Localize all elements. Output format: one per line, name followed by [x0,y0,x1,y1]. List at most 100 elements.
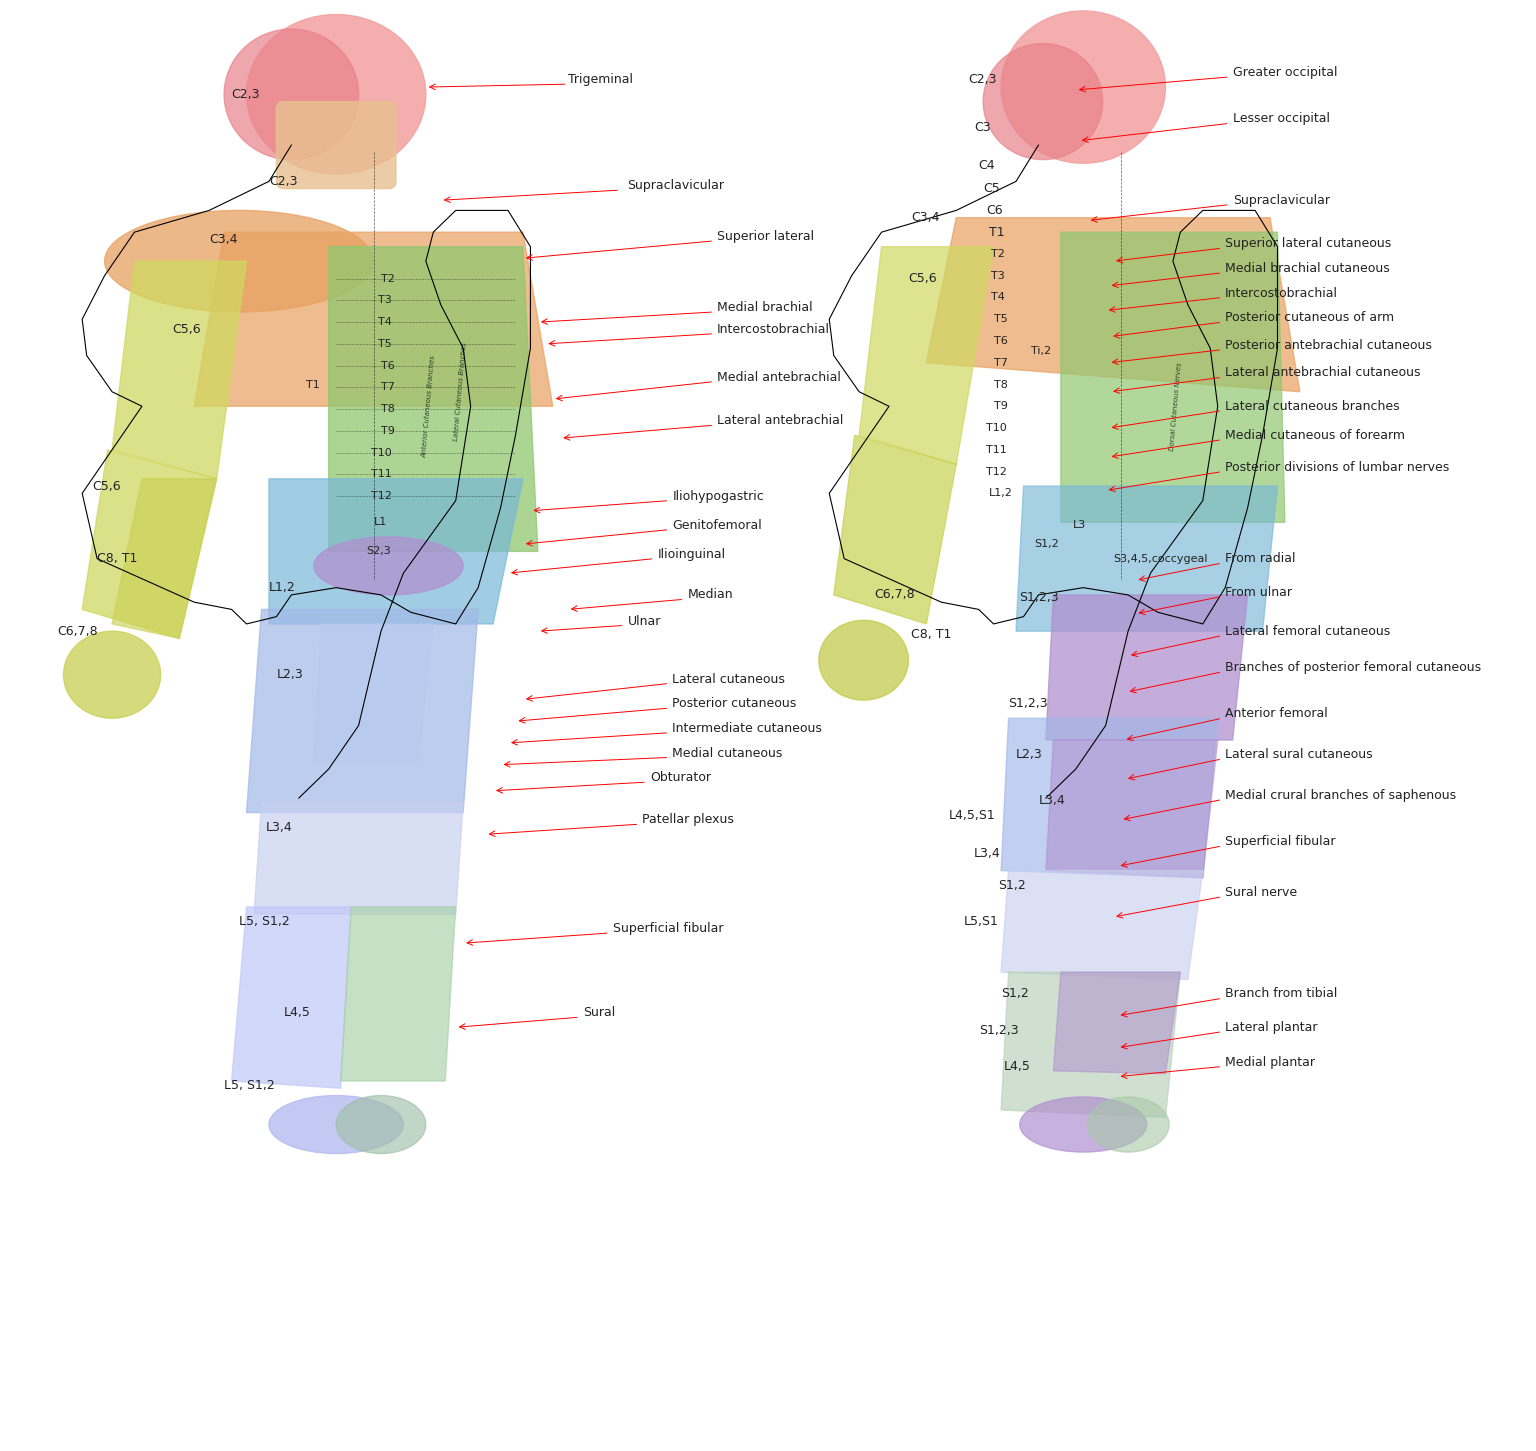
Text: Ulnar: Ulnar [628,615,660,627]
Ellipse shape [247,15,425,174]
Polygon shape [112,479,217,638]
Text: Intercostobrachial: Intercostobrachial [1226,287,1338,299]
Text: Genitofemoral: Genitofemoral [673,519,762,531]
Text: T7: T7 [994,358,1008,367]
Text: Medial brachial: Medial brachial [717,302,813,313]
Text: L4,5,S1: L4,5,S1 [949,810,995,821]
Polygon shape [1001,972,1180,1117]
Text: T6: T6 [994,337,1008,345]
Text: L5, S1,2: L5, S1,2 [224,1080,275,1091]
Text: L3,4: L3,4 [974,847,1001,859]
Text: T5: T5 [994,315,1008,324]
Text: C3,4: C3,4 [209,234,238,245]
Text: C5,6: C5,6 [172,324,201,335]
Text: Obturator: Obturator [650,772,711,784]
Ellipse shape [1001,12,1166,164]
Text: C5,6: C5,6 [908,273,937,284]
Text: L4,5: L4,5 [284,1007,310,1019]
Polygon shape [859,247,994,464]
Text: Supraclavicular: Supraclavicular [1233,194,1330,206]
Ellipse shape [336,1096,425,1154]
Text: L5, S1,2: L5, S1,2 [240,916,290,927]
Text: C5,6: C5,6 [92,480,121,492]
Text: Lateral femoral cutaneous: Lateral femoral cutaneous [1226,625,1390,637]
Text: T2: T2 [991,250,1005,258]
Polygon shape [1015,486,1278,631]
Text: Superior lateral: Superior lateral [717,231,814,242]
Text: L1,2: L1,2 [269,582,296,593]
Polygon shape [1046,595,1247,740]
Text: T5: T5 [378,340,392,348]
Text: S1,2: S1,2 [1034,540,1058,548]
Text: C4: C4 [978,160,995,171]
Text: Medial brachial cutaneous: Medial brachial cutaneous [1226,263,1390,274]
Text: Posterior divisions of lumbar nerves: Posterior divisions of lumbar nerves [1226,461,1450,473]
Text: C2,3: C2,3 [232,89,260,100]
Polygon shape [247,609,478,813]
Polygon shape [194,232,553,406]
Ellipse shape [1087,1097,1169,1152]
Text: Medial antebrachial: Medial antebrachial [717,371,842,383]
Text: T10: T10 [986,424,1008,432]
Text: T1: T1 [989,226,1005,238]
Text: S1,2,3: S1,2,3 [1018,592,1058,604]
Text: C6,7,8: C6,7,8 [874,589,915,601]
Text: Posterior antebrachial cutaneous: Posterior antebrachial cutaneous [1226,340,1432,351]
Text: S1,2: S1,2 [998,879,1026,891]
Ellipse shape [224,29,358,160]
Text: Iliohypogastric: Iliohypogastric [673,490,763,502]
Polygon shape [313,624,433,762]
Text: Anterior Cutaneous Branches: Anterior Cutaneous Branches [421,355,436,457]
Polygon shape [232,907,352,1088]
Text: T12: T12 [370,492,392,501]
Text: Trigeminal: Trigeminal [568,74,633,86]
Text: T4: T4 [991,293,1005,302]
Text: L3,4: L3,4 [266,821,293,833]
Polygon shape [1054,972,1180,1074]
Polygon shape [834,435,957,624]
Text: Sural: Sural [582,1007,614,1019]
Polygon shape [1061,232,1286,522]
Ellipse shape [313,537,464,595]
Text: T11: T11 [370,470,392,479]
Text: L2,3: L2,3 [1015,749,1043,760]
Polygon shape [329,247,538,551]
Text: S1,2,3: S1,2,3 [978,1024,1018,1036]
Text: T3: T3 [378,296,392,305]
Ellipse shape [63,631,161,718]
Text: C8, T1: C8, T1 [97,553,138,564]
Text: T8: T8 [381,405,395,414]
Text: From radial: From radial [1226,553,1296,564]
Text: Lateral sural cutaneous: Lateral sural cutaneous [1226,749,1373,760]
Polygon shape [926,218,1299,392]
Text: T7: T7 [381,383,395,392]
Text: Ti,2: Ti,2 [1031,347,1051,355]
Text: T3: T3 [991,271,1005,280]
Text: Lateral plantar: Lateral plantar [1226,1022,1318,1033]
Text: T12: T12 [986,467,1008,476]
Text: Median: Median [687,589,733,601]
Text: Greater occipital: Greater occipital [1233,67,1338,78]
Text: C6,7,8: C6,7,8 [57,625,97,637]
Text: Sural nerve: Sural nerve [1226,887,1298,898]
Text: T9: T9 [994,402,1008,411]
Text: C2,3: C2,3 [968,74,997,86]
Text: Lateral Cutaneous Branches: Lateral Cutaneous Branches [453,342,467,441]
Text: S1,2: S1,2 [1001,988,1029,1000]
Text: Intermediate cutaneous: Intermediate cutaneous [673,723,822,734]
Text: Lateral cutaneous: Lateral cutaneous [673,673,785,685]
Text: T4: T4 [378,318,392,326]
Polygon shape [112,261,247,479]
Text: Superficial fibular: Superficial fibular [1226,836,1336,847]
Text: Medial crural branches of saphenous: Medial crural branches of saphenous [1226,789,1456,801]
Text: Ilioinguinal: Ilioinguinal [657,548,725,560]
Text: T6: T6 [381,361,395,370]
Ellipse shape [1020,1097,1147,1152]
Text: Intercostobrachial: Intercostobrachial [717,324,829,335]
Text: Supraclavicular: Supraclavicular [628,180,725,192]
Text: L5,S1: L5,S1 [963,916,998,927]
Text: Patellar plexus: Patellar plexus [642,814,734,826]
Text: L4,5: L4,5 [1005,1061,1031,1072]
Text: Superior lateral cutaneous: Superior lateral cutaneous [1226,238,1392,250]
Text: T8: T8 [994,380,1008,389]
